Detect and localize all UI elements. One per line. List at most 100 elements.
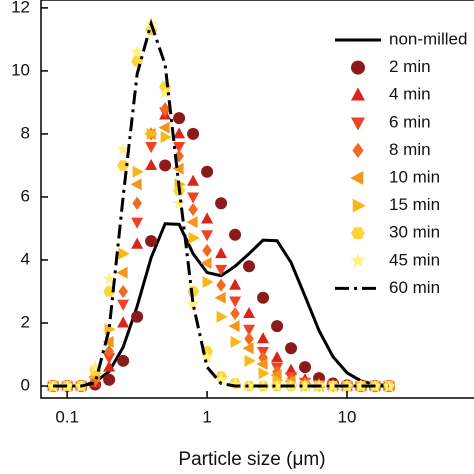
x-tick-label: 100 <box>473 407 474 426</box>
legend-label: 45 min <box>389 250 440 269</box>
data-point <box>230 306 240 321</box>
data-point <box>243 306 256 319</box>
legend-label: 30 min <box>389 223 440 242</box>
data-point <box>132 165 144 178</box>
legend-symbol <box>350 171 364 185</box>
data-point <box>88 360 102 373</box>
data-point <box>132 196 142 210</box>
data-point <box>188 231 200 244</box>
data-point <box>382 379 396 392</box>
data-point <box>159 159 172 172</box>
data-point <box>60 379 74 392</box>
data-point <box>214 291 226 304</box>
y-tick-label: 12 <box>11 0 30 16</box>
legend-symbol <box>351 60 365 75</box>
y-tick-label: 4 <box>21 249 30 268</box>
data-point <box>131 217 144 229</box>
data-point <box>102 335 114 348</box>
data-point <box>216 278 226 292</box>
x-tick-label: 10 <box>338 407 357 426</box>
data-point <box>229 278 242 290</box>
data-point <box>326 379 340 392</box>
legend-label: 60 min <box>389 278 440 297</box>
data-point <box>215 197 228 210</box>
data-point <box>229 296 242 308</box>
x-axis-title: Particle size (μm) <box>178 449 325 470</box>
data-point <box>103 360 116 372</box>
data-point <box>173 127 186 139</box>
data-point <box>215 264 228 277</box>
data-point <box>145 235 158 248</box>
data-point <box>158 121 170 134</box>
data-point <box>131 237 144 249</box>
data-point <box>228 377 242 391</box>
data-point <box>173 112 186 125</box>
data-point <box>201 212 214 224</box>
data-point <box>187 192 200 204</box>
legend-symbol <box>351 117 365 131</box>
data-point <box>131 310 144 323</box>
data-point <box>257 291 270 304</box>
data-point <box>116 142 130 156</box>
data-point <box>186 216 198 229</box>
x-tick-label: 0.1 <box>55 407 79 426</box>
data-point <box>229 228 242 241</box>
data-point <box>285 342 298 355</box>
data-point <box>228 320 240 333</box>
data-point <box>299 361 312 374</box>
plot-frame <box>40 0 474 399</box>
data-point <box>146 127 158 140</box>
legend-label: 4 min <box>389 85 431 104</box>
data-point <box>242 342 254 355</box>
legend-label: 15 min <box>389 195 440 214</box>
data-point <box>174 149 184 163</box>
y-tick-label: 2 <box>21 312 30 331</box>
legend-label: 10 min <box>389 167 440 186</box>
data-point <box>243 260 256 273</box>
data-point <box>103 353 116 365</box>
legend-label: 2 min <box>389 57 431 76</box>
data-point <box>104 344 114 358</box>
data-point <box>258 351 268 365</box>
data-point <box>117 316 130 328</box>
data-point <box>187 127 200 140</box>
legend-label: 8 min <box>389 140 431 159</box>
data-point <box>354 379 368 392</box>
data-point <box>258 367 270 380</box>
data-point <box>117 160 130 171</box>
data-point <box>145 142 158 154</box>
data-point <box>202 243 212 258</box>
data-point <box>186 297 200 310</box>
legend-symbol <box>352 142 364 159</box>
data-point <box>118 247 130 260</box>
legend-symbol <box>351 227 365 240</box>
data-point <box>242 379 256 392</box>
data-point <box>187 174 200 186</box>
data-point <box>158 86 172 99</box>
series-line <box>53 18 389 388</box>
data-point <box>102 271 116 285</box>
data-point <box>215 247 228 259</box>
y-tick-label: 0 <box>21 376 30 395</box>
data-point <box>118 284 128 299</box>
data-point <box>103 373 116 386</box>
data-point <box>200 257 212 270</box>
data-point <box>257 332 270 344</box>
data-point <box>130 178 142 191</box>
data-point <box>116 266 128 279</box>
legend-symbol <box>350 252 366 268</box>
plot-area <box>46 16 396 393</box>
data-point <box>202 276 214 289</box>
data-point <box>244 354 256 367</box>
data-point <box>214 372 228 386</box>
data-point <box>256 357 268 370</box>
data-point <box>173 142 186 154</box>
y-tick-label: 6 <box>21 186 30 205</box>
data-point <box>298 379 312 392</box>
data-point <box>117 354 130 367</box>
data-point <box>160 102 170 116</box>
data-point <box>271 320 284 333</box>
legend-label: non-milled <box>389 29 467 48</box>
